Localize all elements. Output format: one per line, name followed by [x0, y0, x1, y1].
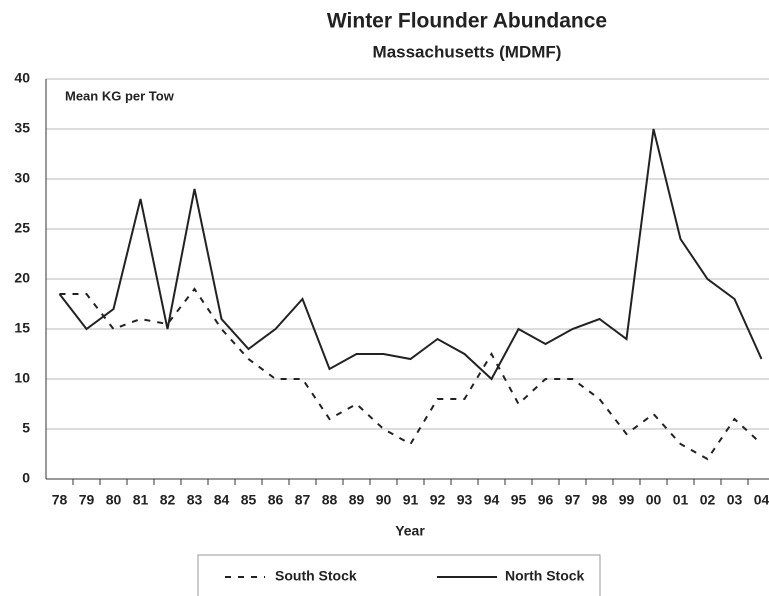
x-tick-label: 01 [673, 492, 689, 508]
x-tick-label: 84 [214, 492, 230, 508]
x-tick-label: 89 [349, 492, 365, 508]
legend-label: North Stock [505, 568, 585, 584]
y-tick-label: 25 [14, 220, 30, 236]
x-tick-label: 79 [79, 492, 95, 508]
x-tick-label: 81 [133, 492, 149, 508]
y-tick-label: 30 [14, 170, 30, 186]
line-series [59, 287, 763, 461]
chart-subtitle: Massachusetts (MDMF) [373, 42, 562, 61]
legend-label: South Stock [275, 568, 357, 584]
x-tick-label: 03 [727, 492, 743, 508]
x-tick-label: 86 [268, 492, 284, 508]
x-tick-label: 87 [295, 492, 311, 508]
y-axis-label: Mean KG per Tow [65, 88, 175, 103]
y-tick-label: 15 [14, 320, 30, 336]
legend-box [197, 554, 601, 596]
y-tick-label: 40 [14, 70, 30, 86]
line-series [58, 128, 763, 381]
x-tick-label: 90 [376, 492, 392, 508]
x-tick-label: 85 [241, 492, 257, 508]
x-tick-label: 83 [187, 492, 203, 508]
x-tick-label: 82 [160, 492, 176, 508]
x-tick-label: 99 [619, 492, 635, 508]
x-tick-label: 88 [322, 492, 338, 508]
y-tick-label: 10 [14, 370, 30, 386]
x-tick-label: 93 [457, 492, 473, 508]
x-tick-label: 92 [430, 492, 446, 508]
y-tick-label: 5 [22, 420, 30, 436]
y-tick-label: 0 [22, 470, 30, 486]
x-tick-label: 96 [538, 492, 554, 508]
x-tick-label: 97 [565, 492, 581, 508]
x-tick-label: 91 [403, 492, 419, 508]
x-tick-label: 95 [511, 492, 527, 508]
x-axis-label: Year [395, 523, 425, 539]
y-tick-label: 35 [14, 120, 30, 136]
x-tick-label: 00 [646, 492, 662, 508]
x-tick-label: 04 [754, 492, 769, 508]
x-tick-label: 80 [106, 492, 122, 508]
x-tick-label: 02 [700, 492, 716, 508]
x-tick-label: 94 [484, 492, 500, 508]
chart-title: Winter Flounder Abundance [327, 10, 607, 33]
x-tick-label: 98 [592, 492, 608, 508]
x-tick-label: 78 [52, 492, 68, 508]
y-tick-label: 20 [14, 270, 30, 286]
